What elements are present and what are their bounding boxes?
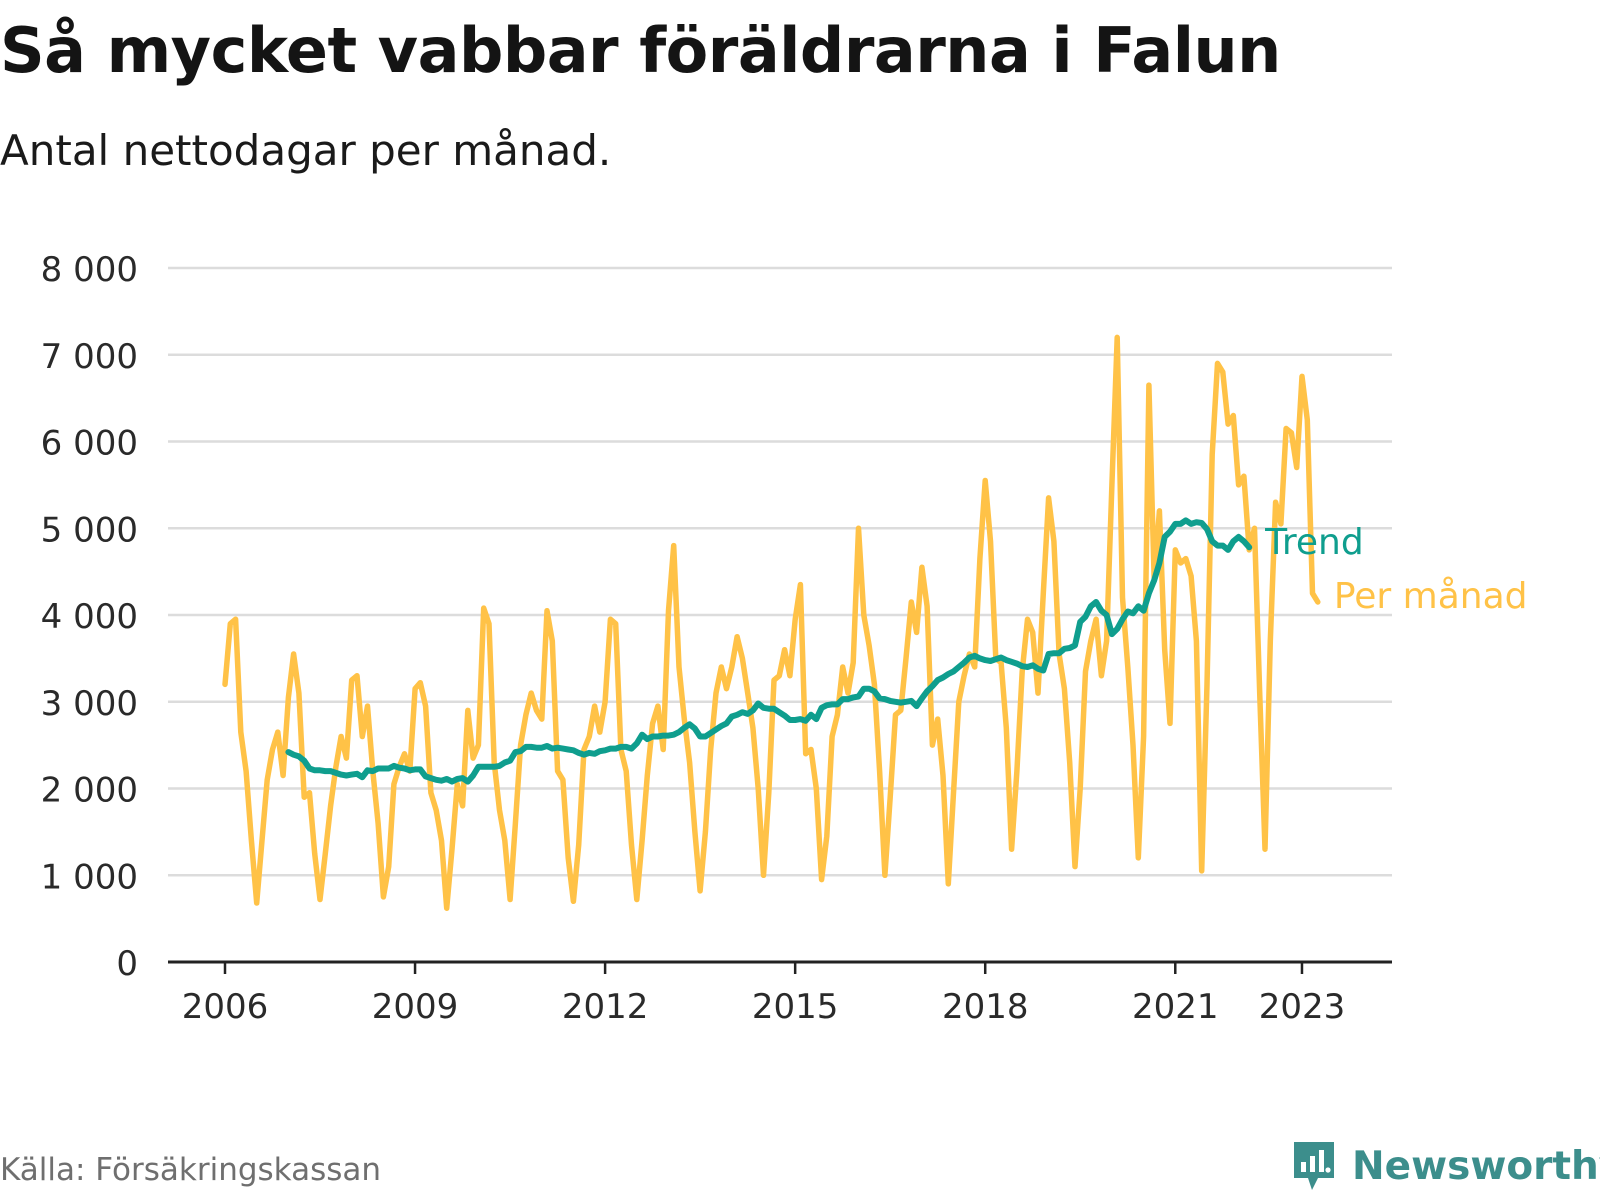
gridlines [168, 266, 1392, 877]
y-tick-label: 1 000 [41, 857, 138, 897]
y-tick-label: 5 000 [41, 510, 138, 550]
source-note: Källa: Försäkringskassan [0, 1152, 382, 1188]
y-tick-label: 7 000 [41, 337, 138, 377]
trend-label: Trend [1264, 522, 1364, 563]
newsworthy-logo[interactable]: Newsworthy [1290, 1138, 1600, 1194]
brand-name: Newsworthy [1352, 1143, 1600, 1189]
y-tick-label: 4 000 [41, 597, 138, 637]
chart-title: Så mycket vabbar föräldrarna i Falun [0, 14, 1281, 87]
x-tick-label: 2018 [942, 987, 1029, 1027]
y-tick-label: 8 000 [41, 250, 138, 290]
monthly-line [222, 334, 1321, 911]
x-tick-label: 2012 [562, 987, 649, 1027]
x-tick-label: 2009 [372, 987, 459, 1027]
x-tick-label: 2006 [182, 987, 269, 1027]
y-tick-label: 2 000 [41, 771, 138, 811]
y-tick-label: 3 000 [41, 684, 138, 724]
line-chart: 0 1 000 2 000 3 000 4 000 5 000 6 000 7 000 8 00… [41, 250, 1528, 1027]
chart-subtitle: Antal nettodagar per månad. [0, 126, 612, 175]
y-tick-label: 6 000 [41, 424, 138, 464]
series-labels: Per månad Trend [1264, 522, 1527, 617]
y-tick-label: 0 [116, 944, 138, 984]
x-tick-label: 2015 [752, 987, 839, 1027]
monthly-label: Per månad [1334, 576, 1528, 617]
series-lines [222, 334, 1321, 911]
x-axis-ticks: 2006 2009 2012 2015 2018 2021 2023 [182, 962, 1346, 1027]
chart-bubble-icon [1294, 1142, 1334, 1190]
trend-line [285, 517, 1253, 785]
x-tick-label: 2023 [1259, 987, 1346, 1027]
x-tick-label: 2021 [1132, 987, 1219, 1027]
y-axis-tick-labels: 0 1 000 2 000 3 000 4 000 5 000 6 000 7 000 8 00… [41, 250, 138, 984]
